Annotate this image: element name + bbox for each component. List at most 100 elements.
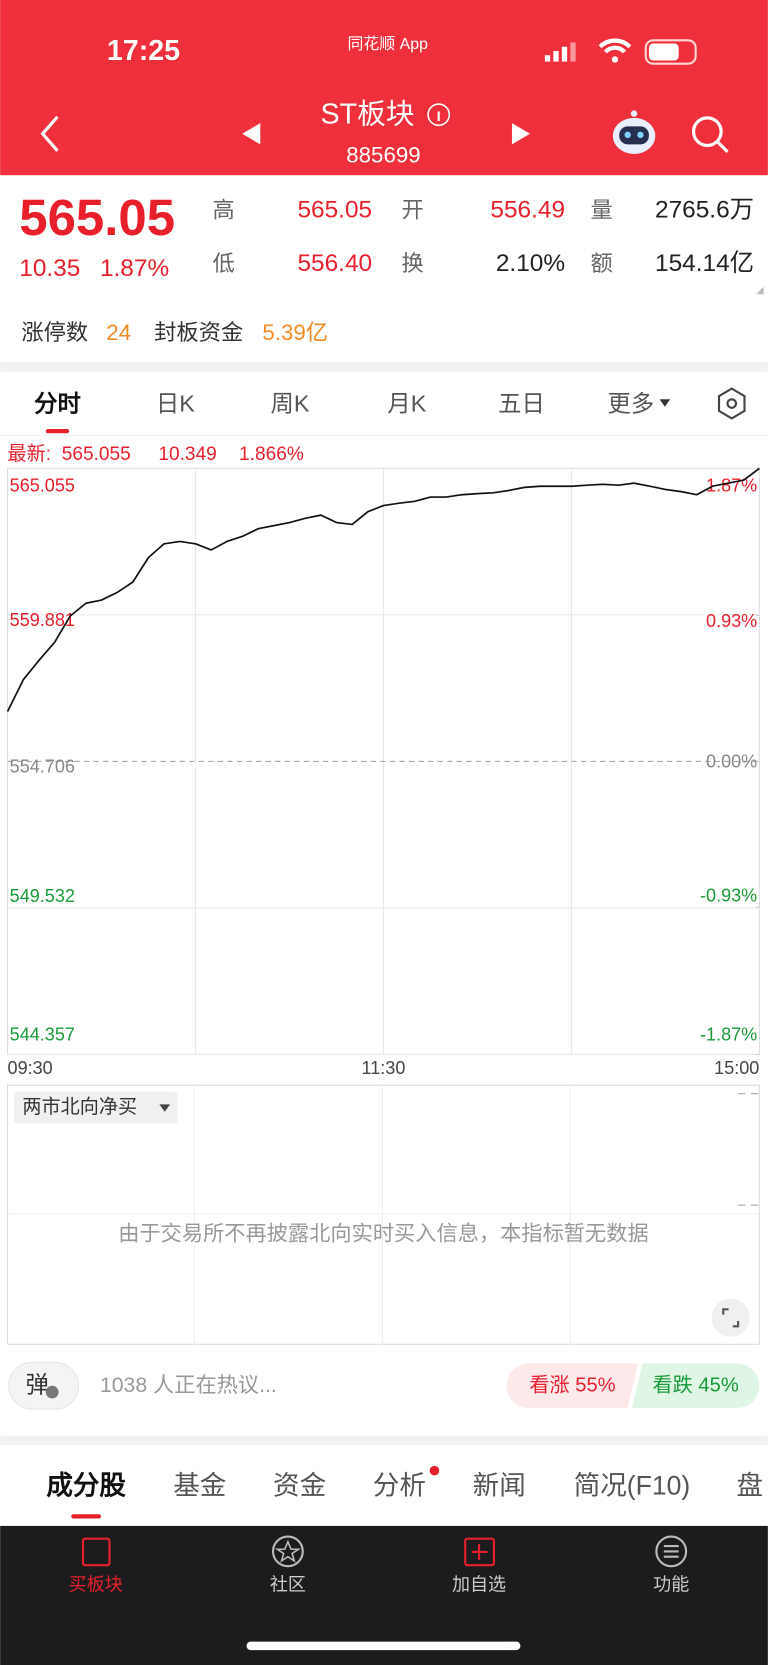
section-tab[interactable]: 分析	[373, 1471, 426, 1501]
indicator-selector-label: 两市北向净买	[22, 1096, 137, 1118]
signal-icon	[544, 42, 576, 62]
danmaku-button[interactable]	[8, 1361, 80, 1410]
bottom-nav-items: 买板块 社区 加自选 功能	[69, 1574, 690, 1594]
prev-button[interactable]	[242, 123, 261, 145]
search-button[interactable]	[691, 116, 723, 148]
board-title: ST板块	[321, 99, 415, 131]
y2-tick-label: -1.87%	[700, 1024, 757, 1044]
nav-item[interactable]: 社区	[270, 1574, 306, 1594]
north-panel	[7, 1084, 760, 1345]
y-tick-label: 544.357	[10, 1024, 75, 1044]
limit-count: 24	[106, 320, 131, 345]
y-tick-label: 554.706	[10, 757, 75, 777]
expand-icon	[722, 1308, 740, 1328]
period-tab[interactable]: 周K	[271, 391, 310, 417]
wifi-dot	[611, 56, 619, 63]
field-label: 量	[591, 198, 613, 223]
danmaku-badge	[45, 1385, 59, 1399]
section-tab[interactable]: 简况(F10)	[574, 1471, 690, 1501]
robot-icon[interactable]	[612, 110, 656, 154]
separator	[0, 362, 768, 372]
search-handle	[716, 141, 729, 153]
add-icon	[464, 1537, 495, 1567]
no-data-message: 由于交易所不再披露北向实时买入信息，本指标暂无数据	[118, 1221, 648, 1245]
limit-count-label: 涨停数	[21, 320, 88, 345]
period-tab[interactable]: 分时	[34, 391, 81, 417]
expand-button[interactable]	[711, 1298, 750, 1337]
buy-icon	[81, 1537, 111, 1567]
section-tabs: 成分股 基金 资金 分析 新闻 简况(F10) 盘	[46, 1471, 763, 1501]
section-tab[interactable]: 成分股	[46, 1471, 126, 1501]
limit-fund: 5.39亿	[262, 320, 328, 345]
period-tab[interactable]: 五日	[498, 391, 545, 417]
y2-tick-label: 0.93%	[706, 611, 757, 631]
field-value: 154.14亿	[655, 250, 754, 277]
y2-tick-label: 0.00%	[706, 751, 757, 771]
corner-mark	[756, 286, 764, 295]
field-value: 2.10%	[496, 250, 565, 277]
change-pct: 1.87%	[100, 255, 169, 282]
period-tab[interactable]: 月K	[387, 391, 426, 417]
limit-fund-label: 封板资金	[154, 320, 243, 345]
field-label: 额	[591, 251, 613, 276]
function-icon	[655, 1535, 688, 1568]
selector-arrow	[159, 1104, 171, 1112]
section-tab[interactable]: 盘	[737, 1471, 764, 1501]
separator	[0, 1435, 768, 1446]
x-tick-label: 15:00	[714, 1058, 759, 1078]
field-value: 556.49	[490, 197, 565, 224]
field-value: 556.40	[297, 250, 372, 277]
field-label: 低	[213, 251, 235, 276]
change: 10.35	[19, 255, 80, 282]
active-section-indicator	[71, 1514, 102, 1519]
quote-fields: 高 565.05 开 556.49 量 2765.6万低 556.40 换 2.10% 额 154.…	[213, 197, 755, 277]
latest-price: 565.055	[62, 444, 131, 465]
period-tabs: 分时 日K 周K 月K 五日 更多	[34, 391, 654, 417]
section-tab[interactable]: 基金	[173, 1471, 226, 1501]
nav-item[interactable]: 加自选	[452, 1574, 506, 1594]
y-tick-label: 565.055	[10, 475, 75, 495]
field-value: 2765.6万	[655, 197, 754, 224]
latest-change: 10.349	[158, 444, 216, 465]
y-tick-label: 559.881	[10, 610, 75, 630]
battery-icon	[644, 39, 697, 65]
y-tick-label: 549.532	[10, 886, 75, 906]
more-arrow	[659, 399, 671, 407]
nav-item[interactable]: 买板块	[69, 1574, 123, 1594]
x-tick-label: 11:30	[362, 1058, 406, 1078]
nav-item[interactable]: 功能	[653, 1574, 689, 1594]
next-button[interactable]	[511, 123, 531, 145]
function-lines	[663, 1545, 679, 1558]
bear-button[interactable]	[631, 1363, 760, 1409]
latest-label: 最新:	[8, 443, 52, 465]
board-code: 885699	[346, 143, 420, 168]
bull-label: 看涨 55%	[529, 1374, 615, 1397]
bear-label: 看跌 45%	[653, 1374, 739, 1397]
discussion-text[interactable]: 1038 人正在热议...	[100, 1373, 277, 1397]
period-tab[interactable]: 更多	[608, 391, 655, 417]
panel-ticks	[738, 1093, 759, 1206]
settings-button[interactable]	[717, 387, 746, 420]
community-star	[274, 1539, 302, 1563]
field-label: 开	[402, 198, 424, 223]
wifi-icon	[598, 38, 632, 54]
period-tab[interactable]: 日K	[156, 391, 195, 417]
active-tab-indicator	[45, 428, 70, 434]
section-tab[interactable]: 资金	[273, 1471, 326, 1501]
bull-button[interactable]	[506, 1363, 639, 1409]
new-dot	[429, 1465, 440, 1476]
intraday-chart: 565.055559.881554.706549.532544.3571.87%…	[6, 467, 760, 1078]
indicator-selector[interactable]	[13, 1091, 178, 1124]
clock: 17:25	[107, 35, 180, 67]
home-indicator	[246, 1641, 521, 1651]
danmaku-label: 弹	[26, 1372, 49, 1398]
x-tick-label: 09:30	[8, 1058, 53, 1078]
battery-level	[648, 43, 679, 61]
back-button[interactable]	[40, 115, 59, 152]
latest-change-pct: 1.866%	[239, 444, 304, 465]
section-tab[interactable]: 新闻	[473, 1471, 526, 1501]
info-icon[interactable]	[427, 103, 451, 127]
y2-tick-label: -0.93%	[700, 885, 757, 905]
